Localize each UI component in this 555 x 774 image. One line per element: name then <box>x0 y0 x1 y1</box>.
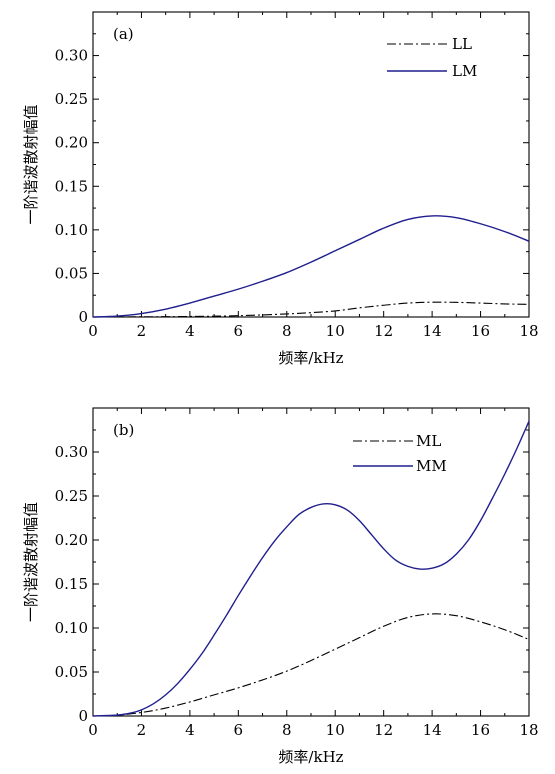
y-tick-label: 0.05 <box>55 264 88 282</box>
series-line-ll <box>92 301 530 318</box>
y-tick-label: 0.30 <box>55 443 88 461</box>
x-tick-label: 14 <box>423 322 442 340</box>
panel-label: (b) <box>113 421 134 439</box>
legend-label-mm: MM <box>416 457 447 475</box>
y-tick-label: 0.30 <box>55 47 88 65</box>
y-tick-label: 0.05 <box>55 663 88 681</box>
x-tick-label: 8 <box>282 322 292 340</box>
x-tick-label: 16 <box>471 721 490 739</box>
legend-label-lm: LM <box>452 62 477 80</box>
x-tick-label: 6 <box>234 721 244 739</box>
x-tick-label: 12 <box>374 721 393 739</box>
x-tick-label: 12 <box>374 322 393 340</box>
y-tick-label: 0 <box>78 308 88 326</box>
x-tick-label: 8 <box>282 721 292 739</box>
series-line-mm <box>92 420 530 717</box>
y-tick-label: 0 <box>78 707 88 725</box>
x-tick-label: 4 <box>185 721 195 739</box>
chart-panel-0: 0 2 4 6 8 10 12 14 16 18 0 0.05 0.10 0.15 0.20 0.25 0.30… <box>22 11 539 367</box>
x-tick-label: 6 <box>234 322 244 340</box>
series-line-ml <box>92 613 530 717</box>
plot-frame <box>92 407 530 717</box>
x-tick-label: 14 <box>423 721 442 739</box>
panel-label: (a) <box>113 25 134 43</box>
series-line-lm <box>92 215 530 318</box>
x-tick-label: 0 <box>88 721 98 739</box>
chart-panel-1: 0 2 4 6 8 10 12 14 16 18 0 0.05 0.10 0.15 0.20 0.25 0.30… <box>22 407 539 766</box>
y-tick-label: 0.20 <box>55 531 88 549</box>
x-tick-label: 4 <box>185 322 195 340</box>
x-tick-label: 18 <box>519 322 538 340</box>
x-tick-label: 2 <box>137 322 147 340</box>
y-tick-label: 0.20 <box>55 134 88 152</box>
y-axis-title: 一阶谐波散射幅值 <box>22 104 40 224</box>
x-tick-label: 10 <box>326 721 345 739</box>
y-tick-label: 0.15 <box>55 575 88 593</box>
x-tick-label: 2 <box>137 721 147 739</box>
y-axis-title: 一阶谐波散射幅值 <box>22 502 40 622</box>
x-axis-title: 频率/kHz <box>278 748 343 766</box>
x-tick-label: 0 <box>88 322 98 340</box>
x-tick-label: 10 <box>326 322 345 340</box>
x-tick-label: 16 <box>471 322 490 340</box>
y-tick-label: 0.25 <box>55 487 88 505</box>
y-tick-label: 0.10 <box>55 619 88 637</box>
x-tick-label: 18 <box>519 721 538 739</box>
y-tick-label: 0.15 <box>55 177 88 195</box>
x-axis-title: 频率/kHz <box>278 349 343 367</box>
plot-frame <box>92 11 530 318</box>
legend-label-ll: LL <box>452 35 472 53</box>
legend-label-ml: ML <box>416 432 441 450</box>
y-tick-label: 0.25 <box>55 90 88 108</box>
y-tick-label: 0.10 <box>55 221 88 239</box>
